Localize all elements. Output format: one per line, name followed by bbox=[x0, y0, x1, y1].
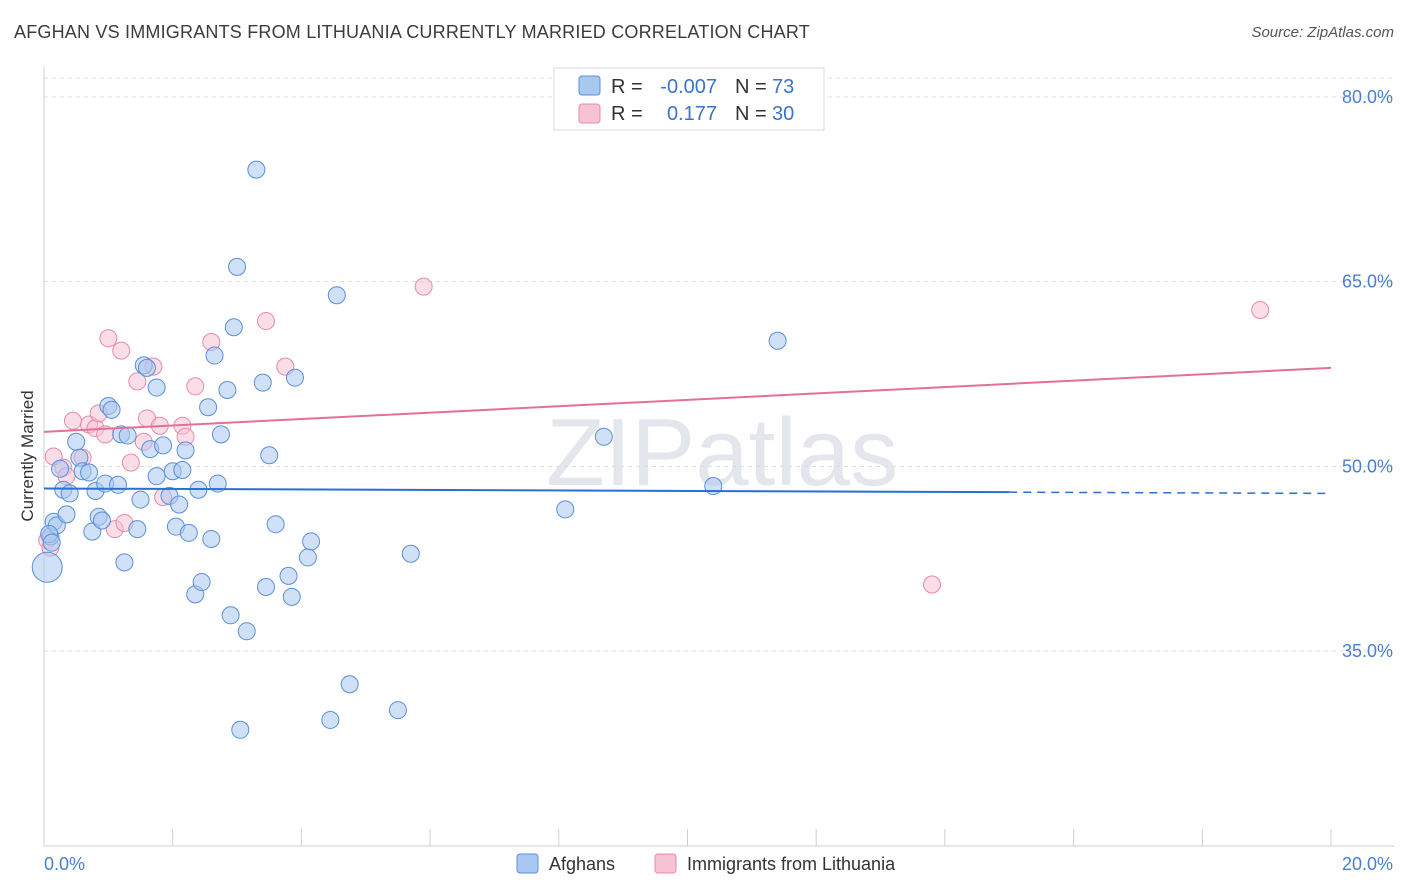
legend-afghans-swatch bbox=[516, 853, 539, 874]
afghan-point bbox=[388, 701, 407, 720]
r-key-afghans: R = bbox=[611, 76, 643, 98]
afghan-point bbox=[92, 511, 111, 530]
y-tick-labels: 35.0% 50.0% 65.0% 80.0% bbox=[1342, 87, 1393, 661]
afghan-point bbox=[211, 425, 230, 444]
lithuania-point bbox=[63, 411, 82, 430]
afghan-point bbox=[298, 548, 317, 567]
chart-title: AFGHAN VS IMMIGRANTS FROM LITHUANIA CURR… bbox=[14, 22, 810, 42]
x-tick-labels: 0.0% 20.0% bbox=[44, 854, 1393, 874]
n-value-afghans: 73 bbox=[772, 76, 794, 98]
n-key-lithuania: N = bbox=[735, 103, 767, 125]
afghan-point bbox=[131, 490, 150, 509]
trend-lines bbox=[43, 366, 1332, 495]
r-value-lithuania: 0.177 bbox=[667, 103, 717, 125]
afghan-point bbox=[60, 484, 79, 503]
legend-lithuania-label: Immigrants from Lithuania bbox=[687, 854, 896, 874]
series-afghans-points bbox=[31, 160, 787, 739]
x-tick-label: 0.0% bbox=[44, 854, 85, 874]
afghan-point bbox=[279, 566, 298, 585]
lithuania-point bbox=[112, 341, 131, 360]
lithuania-point bbox=[1251, 300, 1270, 319]
afghan-point bbox=[556, 500, 575, 519]
series-legend: Afghans Immigrants from Lithuania bbox=[516, 853, 896, 874]
afghan-point bbox=[202, 529, 221, 548]
afghan-point bbox=[768, 331, 787, 350]
afghan-point bbox=[42, 533, 61, 552]
afghan-point bbox=[51, 459, 70, 478]
lithuania-point bbox=[257, 312, 276, 331]
afghan-point bbox=[257, 577, 276, 596]
lithuania-point bbox=[99, 329, 118, 348]
afghan-point bbox=[218, 381, 237, 400]
afghan-point bbox=[67, 432, 86, 451]
afghan-point bbox=[285, 368, 304, 387]
afghan-point bbox=[224, 318, 243, 337]
afghan-point bbox=[237, 622, 256, 641]
afghan-point bbox=[253, 373, 272, 392]
stats-legend: R = -0.007 N = 73 R = 0.177 N = 30 bbox=[553, 67, 825, 131]
afghan-point bbox=[321, 710, 340, 729]
afghan-point bbox=[340, 675, 359, 694]
x-ticks bbox=[43, 829, 1332, 846]
afghan-point bbox=[401, 544, 420, 563]
y-axis-title: Currently Married bbox=[18, 390, 37, 521]
lithuania-swatch bbox=[578, 103, 601, 124]
lithuania-point bbox=[414, 277, 433, 296]
afghan-point bbox=[118, 426, 137, 445]
y-tick-label: 35.0% bbox=[1342, 641, 1393, 661]
afghan-point bbox=[228, 257, 247, 276]
source-credit: Source: ZipAtlas.com bbox=[1251, 24, 1394, 41]
afghan-point bbox=[31, 551, 63, 583]
afghan-point bbox=[137, 358, 156, 377]
grid-layer bbox=[44, 77, 1394, 652]
n-key-afghans: N = bbox=[735, 76, 767, 98]
lithuania-point bbox=[121, 453, 140, 472]
y-tick-label: 50.0% bbox=[1342, 456, 1393, 476]
lithuania-point bbox=[923, 575, 942, 594]
afghan-point bbox=[199, 398, 218, 417]
afghan-point bbox=[327, 286, 346, 305]
afghan-point bbox=[208, 474, 227, 493]
afghan-point bbox=[221, 606, 240, 625]
afghan-point bbox=[147, 467, 166, 486]
legend-lithuania-swatch bbox=[654, 853, 677, 874]
x-tick-label: 20.0% bbox=[1342, 854, 1393, 874]
afghan-point bbox=[231, 720, 250, 739]
afghan-point bbox=[115, 553, 134, 572]
afghan-point bbox=[147, 378, 166, 397]
afghan-point bbox=[80, 463, 99, 482]
afghan-point bbox=[205, 346, 224, 365]
afghan-point bbox=[154, 436, 173, 455]
afghan-point bbox=[170, 495, 189, 514]
n-value-lithuania: 30 bbox=[772, 103, 794, 125]
y-tick-label: 80.0% bbox=[1342, 87, 1393, 107]
afghan-point bbox=[109, 475, 128, 494]
afghan-point bbox=[176, 441, 195, 460]
afghan-point bbox=[282, 587, 301, 606]
afghan-point bbox=[173, 461, 192, 480]
lithuania-point bbox=[128, 372, 147, 391]
afghan-point bbox=[266, 515, 285, 534]
afghan-point bbox=[102, 400, 121, 419]
lithuania-trend-line bbox=[43, 366, 1332, 433]
afghan-point bbox=[179, 523, 198, 542]
lithuania-point bbox=[186, 377, 205, 396]
afghans-trend-line bbox=[43, 487, 1010, 494]
r-value-afghans: -0.007 bbox=[660, 76, 717, 98]
afghan-point bbox=[128, 520, 147, 539]
afghan-point bbox=[260, 446, 279, 465]
r-key-lithuania: R = bbox=[611, 103, 643, 125]
legend-afghans-label: Afghans bbox=[549, 854, 615, 874]
y-tick-label: 65.0% bbox=[1342, 272, 1393, 292]
afghans-trend-extension bbox=[1009, 491, 1332, 495]
afghans-swatch bbox=[578, 75, 601, 96]
afghan-point bbox=[57, 505, 76, 524]
afghan-point bbox=[247, 160, 266, 179]
watermark: ZIPatlas bbox=[546, 399, 898, 506]
afghan-point bbox=[302, 532, 321, 551]
afghan-point bbox=[192, 573, 211, 592]
afghan-point bbox=[594, 427, 613, 446]
